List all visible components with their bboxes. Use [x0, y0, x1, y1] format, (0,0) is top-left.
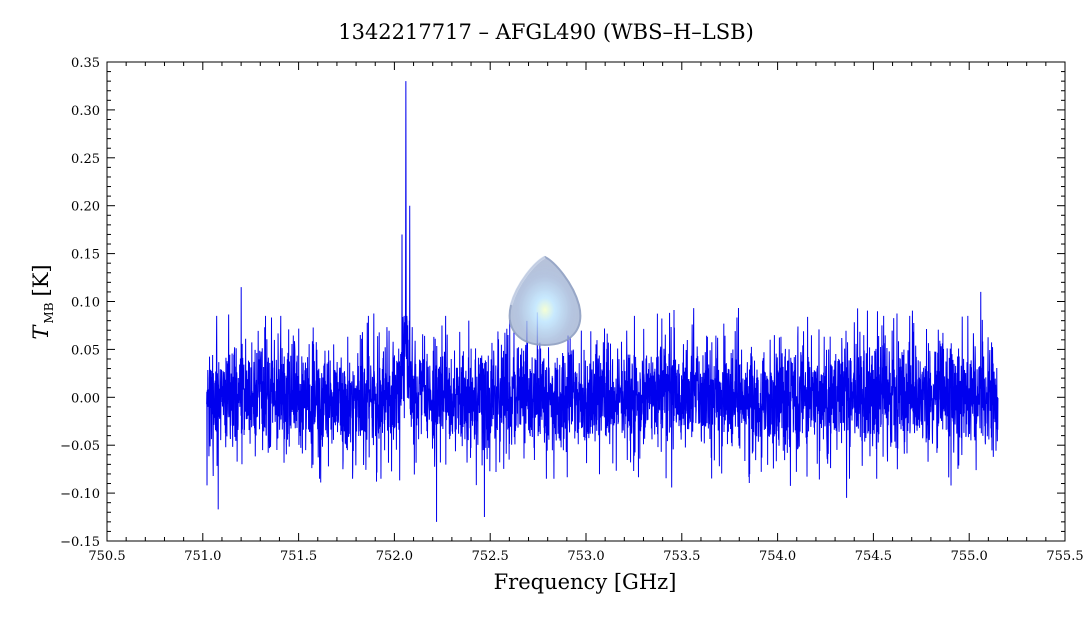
- x-tick-label: 753.5: [663, 549, 700, 564]
- y-tick-label: 0.15: [71, 248, 100, 263]
- y-axis-subscript: MB: [42, 302, 56, 323]
- x-tick-label: 751.0: [184, 549, 221, 564]
- x-tick-label: 754.5: [855, 549, 892, 564]
- spectrum-line: [206, 81, 999, 522]
- y-tick-label: 0.00: [71, 391, 100, 406]
- y-tick-label: 0.10: [71, 296, 100, 311]
- y-axis-symbol: T: [29, 324, 53, 340]
- x-tick-label: 752.0: [376, 549, 413, 564]
- plot-frame: [106, 61, 1066, 542]
- x-tick-label: 750.5: [88, 549, 125, 564]
- y-axis-unit: [K]: [29, 264, 53, 296]
- y-tick-label: 0.05: [71, 343, 100, 358]
- y-tick-label: 0.35: [71, 56, 100, 71]
- y-tick-label: 0.25: [71, 152, 100, 167]
- y-tick-label: −0.15: [60, 535, 100, 550]
- x-tick-label: 755.5: [1046, 549, 1083, 564]
- x-tick-label: 755.0: [951, 549, 988, 564]
- y-tick-label: −0.10: [60, 487, 100, 502]
- y-tick-label: 0.20: [71, 200, 100, 215]
- spectrum-series: [206, 81, 999, 522]
- x-tick-label: 753.0: [567, 549, 604, 564]
- x-tick-label: 752.5: [472, 549, 509, 564]
- y-tick-label: 0.30: [71, 104, 100, 119]
- x-tick-label: 751.5: [280, 549, 317, 564]
- y-tick-label: −0.05: [60, 439, 100, 454]
- x-tick-label: 754.0: [759, 549, 796, 564]
- x-tick-labels: 750.5 751.0 751.5 752.0 752.5 753.0 753.5 754.0…: [88, 549, 1083, 564]
- y-axis-label: TMB [K]: [29, 264, 56, 339]
- axis-ticks: [106, 61, 1066, 542]
- x-axis-label: Frequency [GHz]: [494, 570, 677, 594]
- y-tick-labels: −0.15 −0.10 −0.05 0.00 0.05 0.10 0.15 0.20 0.25 0…: [60, 56, 100, 550]
- chart-title: 1342217717 – AFGL490 (WBS–H–LSB): [338, 20, 754, 44]
- watermark-logo: [508, 255, 582, 347]
